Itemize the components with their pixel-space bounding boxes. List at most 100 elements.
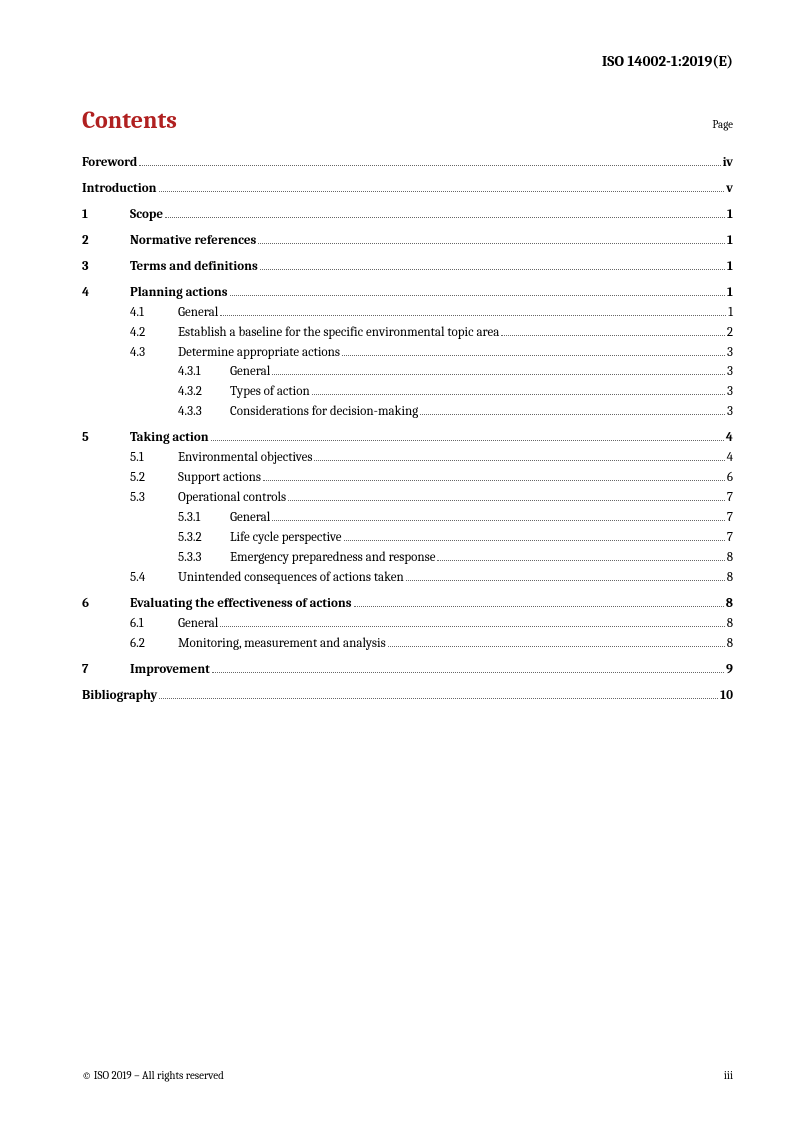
toc-leader-dots [501,335,725,336]
toc-title: Establish a baseline for the specific en… [178,324,499,342]
toc-page-number: 7 [727,529,733,547]
toc-leader-dots [159,191,725,192]
toc-title: General [230,363,270,381]
toc-title: General [178,304,218,322]
toc-page-number: iv [723,154,733,172]
toc-leader-dots [263,480,725,481]
toc-page-number: 8 [727,549,733,567]
toc-title: Emergency preparedness and response [230,549,435,567]
toc-leader-dots [258,243,725,244]
toc-leader-dots [406,580,725,581]
toc-title: Introduction [82,180,157,198]
toc-entry[interactable]: 5.2Support actions6 [82,469,733,487]
toc-section-number: 5.2 [130,469,178,487]
toc-entry[interactable]: Introduction v [82,180,733,198]
contents-heading: Contents [82,106,177,134]
toc-section-number: 5.3.1 [178,509,230,527]
toc-entry[interactable]: 5.4Unintended consequences of actions ta… [82,569,733,587]
toc-entry[interactable]: 5.3.3Emergency preparedness and response… [82,549,733,567]
toc-entry[interactable]: 4.3.1General3 [82,363,733,381]
toc-entry[interactable]: 6.1General8 [82,615,733,633]
toc-page-number: 3 [727,403,733,421]
toc-entry[interactable]: 5.3Operational controls7 [82,489,733,507]
toc-section-number: 5.3.3 [178,549,230,567]
toc-entry[interactable]: 4.3.2Types of action 3 [82,383,733,401]
toc-section-number: 4.3 [130,344,178,362]
toc-leader-dots [211,440,724,441]
toc-page-number: 1 [727,258,733,276]
toc-entry[interactable]: 7Improvement9 [82,661,733,679]
toc-page-number: 3 [727,383,733,401]
toc-entry[interactable]: 2Normative references 1 [82,232,733,250]
toc-entry[interactable]: 5Taking action4 [82,429,733,447]
toc-leader-dots [260,269,725,270]
toc-leader-dots [437,560,724,561]
toc-section-number: 5.4 [130,569,178,587]
footer: © ISO 2019 – All rights reserved iii [82,1069,733,1082]
toc-page-number: 4 [726,429,733,447]
toc-page-number: 2 [727,324,733,342]
toc-title: Evaluating the effectiveness of actions [130,595,352,613]
document-id: ISO 14002-1:2019(E) [82,52,733,70]
toc-section-number: 5.3 [130,489,178,507]
toc-page-number: 8 [727,635,733,653]
toc-section-number: 4.3.2 [178,383,230,401]
toc-leader-dots [272,520,725,521]
toc-section-number: 5 [82,429,130,447]
toc-leader-dots [220,626,724,627]
toc-title: Normative references [130,232,256,250]
toc-title: Determine appropriate actions [178,344,340,362]
toc-entry[interactable]: 4.3.3Considerations for decision-making3 [82,403,733,421]
toc-page-number: 1 [727,232,733,250]
toc-entry[interactable]: 6.2Monitoring, measurement and analysis 8 [82,635,733,653]
toc-leader-dots [420,414,725,415]
toc-leader-dots [344,540,725,541]
toc-section-number: 4.3.3 [178,403,230,421]
toc-leader-dots [312,394,725,395]
toc-entry[interactable]: 1Scope1 [82,206,733,224]
toc-title: Bibliography [82,687,157,705]
toc-entry[interactable]: 4.1General1 [82,304,733,322]
toc-entry[interactable]: Foreword iv [82,154,733,172]
toc-page-number: 4 [727,449,733,467]
toc-entry[interactable]: 4Planning actions1 [82,284,733,302]
toc-entry[interactable]: 5.3.2Life cycle perspective7 [82,529,733,547]
toc-title: Foreword [82,154,137,172]
toc-section-number: 5.3.2 [178,529,230,547]
toc-title: Unintended consequences of actions taken [178,569,404,587]
toc-entry[interactable]: 4.3Determine appropriate actions 3 [82,344,733,362]
toc-section-number: 6.2 [130,635,178,653]
toc-title: Improvement [130,661,210,679]
toc-leader-dots [212,672,724,673]
footer-copyright: © ISO 2019 – All rights reserved [82,1069,224,1082]
toc-entry[interactable]: Bibliography 10 [82,687,733,705]
toc-entry[interactable]: 5.1Environmental objectives4 [82,449,733,467]
toc-page-number: v [726,180,733,198]
toc-page-number: 3 [727,344,733,362]
toc-page-number: 10 [720,687,733,705]
toc-title: Monitoring, measurement and analysis [178,635,386,653]
toc-entry[interactable]: 3Terms and definitions 1 [82,258,733,276]
toc-title: Environmental objectives [178,449,312,467]
page-label: Page [712,118,733,131]
toc-section-number: 3 [82,258,130,276]
toc-leader-dots [388,646,725,647]
toc-leader-dots [272,374,725,375]
toc-title: Types of action [230,383,310,401]
toc-leader-dots [165,217,725,218]
toc-title: Operational controls [178,489,286,507]
toc-entry[interactable]: 4.2Establish a baseline for the specific… [82,324,733,342]
footer-page-number: iii [724,1069,733,1082]
toc-title: General [230,509,270,527]
toc-section-number: 2 [82,232,130,250]
table-of-contents: ForewordivIntroductionv1Scope12Normative… [82,154,733,704]
toc-title: Terms and definitions [130,258,258,276]
toc-page-number: 6 [727,469,733,487]
toc-leader-dots [159,698,718,699]
toc-entry[interactable]: 5.3.1General7 [82,509,733,527]
toc-page-number: 3 [727,363,733,381]
toc-leader-dots [288,500,725,501]
toc-leader-dots [230,295,725,296]
toc-leader-dots [139,165,720,166]
toc-entry[interactable]: 6Evaluating the effectiveness of actions… [82,595,733,613]
